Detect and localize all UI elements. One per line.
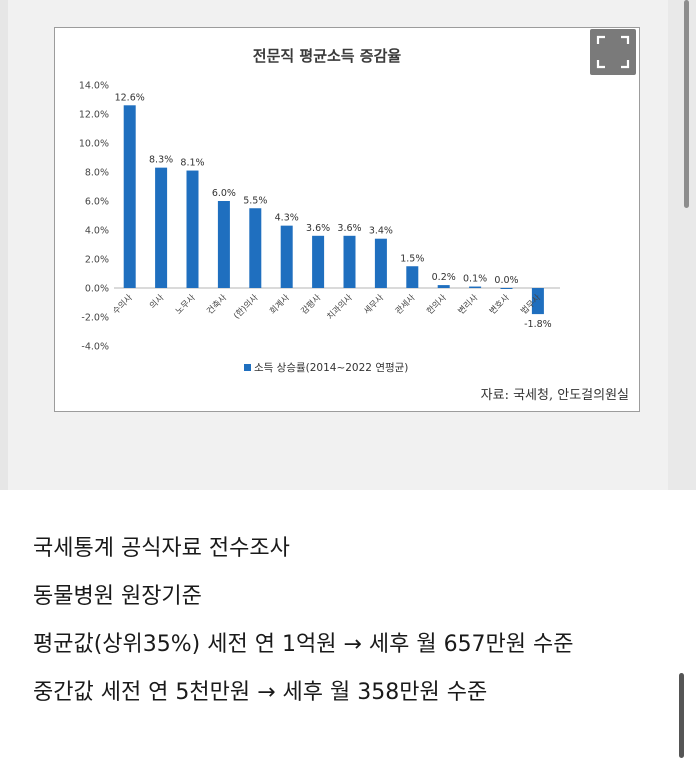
image-panel: 전문직 평균소득 증감율 14.0% 12.0% 10.0% 8.0% 6.0% 4.0%… bbox=[0, 0, 696, 490]
bar bbox=[469, 286, 482, 288]
category-label: 회계사 bbox=[267, 292, 291, 316]
category-label: 감평사 bbox=[299, 292, 323, 316]
legend-swatch bbox=[244, 364, 251, 371]
category-label: 치과의사 bbox=[325, 292, 355, 322]
y-tick-label: 4.0% bbox=[85, 226, 109, 237]
data-label: 0.1% bbox=[463, 274, 487, 285]
bar bbox=[312, 235, 325, 288]
scrollbar-thumb[interactable] bbox=[684, 0, 689, 208]
bar bbox=[500, 288, 513, 289]
bar bbox=[249, 208, 262, 288]
y-tick-label: 0.0% bbox=[85, 284, 109, 295]
post-text: 국세통계 공식자료 전수조사 동물병원 원장기준 평균값(상위35%) 세전 연… bbox=[33, 533, 653, 725]
category-label: 수의사 bbox=[110, 292, 134, 316]
chart-title: 전문직 평균소득 증감율 bbox=[253, 47, 402, 65]
data-label: 12.6% bbox=[115, 92, 145, 103]
data-label: 8.1% bbox=[180, 158, 204, 169]
chart-card: 전문직 평균소득 증감율 14.0% 12.0% 10.0% 8.0% 6.0% 4.0%… bbox=[54, 27, 640, 412]
text-line-1: 국세통계 공식자료 전수조사 bbox=[33, 536, 290, 561]
y-tick-label: -4.0% bbox=[81, 342, 109, 353]
bar bbox=[186, 170, 199, 288]
y-tick-label: 10.0% bbox=[79, 139, 109, 150]
bar bbox=[217, 201, 230, 288]
bar-chart: 전문직 평균소득 증감율 14.0% 12.0% 10.0% 8.0% 6.0% 4.0%… bbox=[79, 47, 629, 403]
y-tick-label: 8.0% bbox=[85, 168, 109, 179]
category-label: (한)의사 bbox=[231, 292, 260, 321]
data-label: 6.0% bbox=[212, 188, 236, 199]
bar bbox=[343, 235, 356, 288]
data-label: 0.0% bbox=[494, 275, 518, 286]
y-tick-label: -2.0% bbox=[81, 313, 109, 324]
bar bbox=[155, 167, 168, 288]
bar bbox=[374, 238, 387, 288]
y-tick-label: 2.0% bbox=[85, 255, 109, 266]
text-line-2: 동물병원 원장기준 bbox=[33, 584, 202, 609]
data-label: 3.4% bbox=[369, 226, 393, 237]
page-scrollbar-thumb[interactable] bbox=[679, 673, 684, 758]
bars-group: 12.6% 8.3% 8.1% 6.0% 5.5% 4.3% 3.6% 3.6% 3.4% 1.5… bbox=[115, 92, 552, 330]
bar bbox=[531, 288, 544, 315]
category-label: 변리사 bbox=[456, 292, 480, 316]
y-tick-label: 14.0% bbox=[79, 81, 109, 92]
y-tick-label: 12.0% bbox=[79, 110, 109, 121]
data-label: -1.8% bbox=[524, 319, 552, 330]
text-line-3: 평균값(상위35%) 세전 연 1억원 → 세후 월 657만원 수준 bbox=[33, 632, 574, 657]
legend-label: 소득 상승률(2014~2022 연평균) bbox=[254, 362, 408, 374]
chart-source: 자료: 국세청, 안도걸의원실 bbox=[481, 388, 629, 403]
category-label: 의사 bbox=[147, 292, 166, 311]
y-tick-label: 6.0% bbox=[85, 197, 109, 208]
bar bbox=[280, 225, 293, 288]
data-label: 0.2% bbox=[432, 272, 456, 283]
category-label: 변호사 bbox=[487, 292, 511, 316]
data-label: 1.5% bbox=[400, 253, 424, 264]
text-line-4: 중간값 세전 연 5천만원 → 세후 월 358만원 수준 bbox=[33, 680, 488, 705]
y-axis: 14.0% 12.0% 10.0% 8.0% 6.0% 4.0% 2.0% 0.0% -2.0%… bbox=[79, 81, 109, 353]
data-label: 3.6% bbox=[306, 223, 330, 234]
panel-right-border bbox=[668, 0, 696, 490]
data-label: 4.3% bbox=[275, 213, 299, 224]
category-label: 관세사 bbox=[393, 292, 417, 316]
data-label: 3.6% bbox=[337, 223, 361, 234]
bar bbox=[437, 285, 450, 288]
category-label: 건축사 bbox=[205, 292, 229, 316]
category-label: 한의사 bbox=[424, 292, 448, 316]
category-label: 노무사 bbox=[174, 293, 198, 317]
category-labels: 수의사 의사 노무사 건축사 (한)의사 회계사 감평사 치과의사 세무사 관세사 한의사 변리사 변호… bbox=[110, 292, 543, 322]
data-label: 8.3% bbox=[149, 155, 173, 166]
bar bbox=[123, 105, 136, 288]
data-label: 5.5% bbox=[243, 195, 267, 206]
category-label: 세무사 bbox=[362, 293, 386, 317]
expand-icon bbox=[596, 35, 630, 69]
panel-left-border bbox=[0, 0, 8, 490]
expand-button[interactable] bbox=[590, 29, 636, 75]
legend: 소득 상승률(2014~2022 연평균) bbox=[244, 362, 408, 374]
bar bbox=[406, 266, 419, 288]
